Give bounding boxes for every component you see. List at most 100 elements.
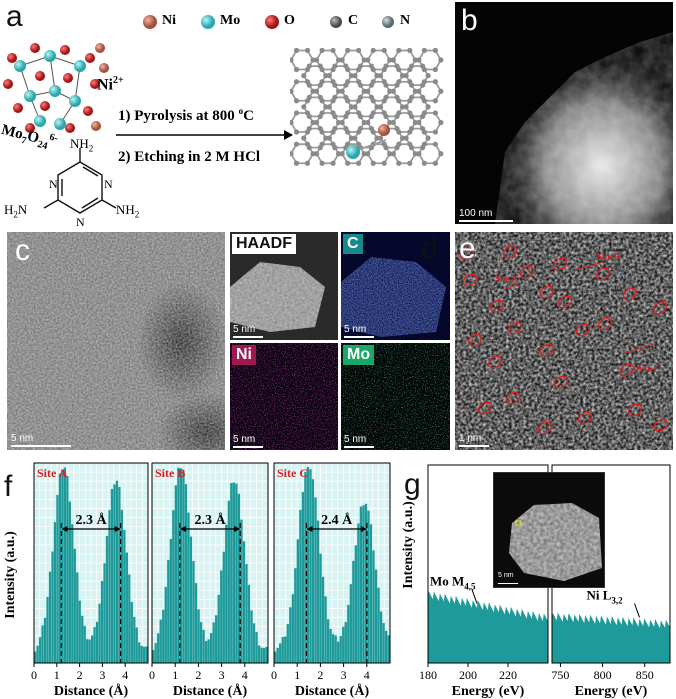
f-tick-label: 0	[271, 668, 277, 682]
carbon-atom	[357, 125, 364, 132]
carbon-atom	[306, 63, 312, 69]
atom-marker-circle	[595, 267, 611, 281]
f-tick-label: 3	[99, 668, 105, 682]
f-profile-bar	[309, 469, 312, 663]
f-xlabel: Distance (Å)	[295, 683, 370, 699]
carbon-atom	[396, 110, 402, 116]
carbon-atom	[345, 160, 351, 166]
carbon-atom	[416, 151, 422, 157]
carbon-atom	[412, 119, 418, 126]
f-profile-bar	[164, 586, 167, 663]
mo-single-atom	[346, 145, 360, 159]
amine-left-sub: 2	[13, 209, 18, 220]
carbon-atom	[432, 129, 438, 135]
f-profile-bar	[260, 647, 263, 663]
carbon-atom	[374, 73, 380, 79]
f-profile-bar	[382, 622, 385, 663]
carbon-atom	[396, 79, 402, 85]
f-tick-label: 4	[242, 668, 248, 682]
f-profile-bar	[154, 643, 157, 663]
f-profile-bar	[332, 634, 335, 663]
eds-maps-d: HAADF 5 nm C d 5 nm Ni 5 nm Mo 5 nm	[230, 232, 450, 450]
atom-marker-circle	[462, 273, 478, 287]
carbon-atom	[387, 88, 393, 94]
carbon-atom	[319, 48, 325, 54]
f-profile-bar	[194, 583, 198, 663]
carbon-atom	[310, 57, 316, 63]
f-profile-bar	[237, 493, 241, 663]
f-profile-bar	[347, 604, 350, 663]
f-profile-bar	[232, 482, 236, 663]
carbon-atom	[425, 104, 431, 110]
f-profile-bar	[71, 524, 74, 663]
eds-carbon-texture	[341, 257, 446, 337]
g-annotation-pointer	[471, 589, 478, 604]
eels-chart: Intensity (a.u.) 180 200 220 Energy (eV) Mo M…	[401, 464, 671, 699]
f-profile-bar	[202, 629, 205, 663]
reaction-arrow	[116, 130, 293, 140]
carbon-atom	[293, 66, 300, 73]
carbon-atom	[412, 88, 418, 94]
amine-left: H2N	[4, 202, 27, 220]
carbon-atom	[326, 104, 332, 110]
carbon-atom	[293, 79, 300, 85]
scalebar-d-molybdenum-label: 5 nm	[344, 434, 367, 445]
carbon-atom	[335, 151, 342, 157]
atom-marker-circle	[507, 321, 523, 335]
step1-degree: o	[238, 106, 244, 116]
f-profile-bar	[329, 628, 332, 663]
f-profile-bar	[192, 561, 195, 663]
step2-text: 2) Etching in 2 M HCl	[118, 149, 261, 165]
f-profile-bar	[281, 636, 284, 663]
atom-marker-circle	[539, 285, 555, 299]
scalebar-c-label: 5 nm	[11, 433, 34, 444]
carbon-atom	[352, 104, 358, 110]
f-profile-bar	[245, 563, 248, 663]
carbon-atom	[290, 88, 294, 94]
atom-marker-circle	[575, 323, 591, 337]
f-profile-bar	[48, 571, 52, 663]
f-profile-bar	[387, 635, 390, 663]
amine-top-text: NH	[70, 136, 89, 151]
atom-marker-circle	[577, 411, 593, 425]
carbon-atom	[365, 151, 371, 157]
g-tick-label: 850	[636, 668, 654, 682]
carbon-atom	[339, 151, 345, 157]
carbon-atom	[403, 104, 409, 110]
carbon-atom	[361, 88, 367, 94]
f-profile-bar	[286, 624, 289, 663]
carbon-atom	[293, 48, 300, 54]
carbon-atom	[332, 63, 338, 69]
sem-b-texture	[495, 32, 673, 224]
carbon-atom	[339, 57, 345, 63]
carbon-atom	[365, 119, 371, 126]
g-xlabel: Energy (eV)	[452, 684, 525, 699]
f-profile-bar	[43, 617, 47, 663]
f-profile-bar	[197, 609, 200, 663]
carbon-atom	[339, 88, 345, 94]
atom-marker-circle	[487, 355, 503, 369]
carbon-atom	[343, 63, 349, 69]
carbon-atom	[330, 110, 336, 116]
step1-text: 1) Pyrolysis at 800 oC	[118, 106, 254, 125]
carbon-atom	[370, 79, 376, 85]
carbon-atom	[330, 48, 336, 54]
carbon-atom	[425, 73, 431, 79]
f-profile-bar	[177, 467, 180, 663]
f-profile-bar	[125, 552, 128, 663]
carbon-atom	[304, 110, 311, 116]
ni-single-atom	[378, 124, 390, 136]
carbon-atom	[319, 110, 325, 116]
g-tick-label: 750	[551, 668, 569, 682]
carbon-atom	[348, 73, 354, 79]
f-profile-bar	[294, 568, 297, 663]
haadf-c-texture	[7, 232, 225, 450]
haadf-image-e: Site B Site A Site C e 1 nm	[455, 232, 673, 450]
f-profile-bar	[359, 506, 363, 663]
legend-n: N	[400, 13, 411, 28]
carbon-atom	[319, 160, 325, 166]
eds-haadf: HAADF 5 nm	[230, 232, 338, 340]
atom-marker-circle	[505, 391, 521, 405]
f-profile-bar	[207, 639, 210, 663]
carbon-atom	[332, 94, 338, 100]
